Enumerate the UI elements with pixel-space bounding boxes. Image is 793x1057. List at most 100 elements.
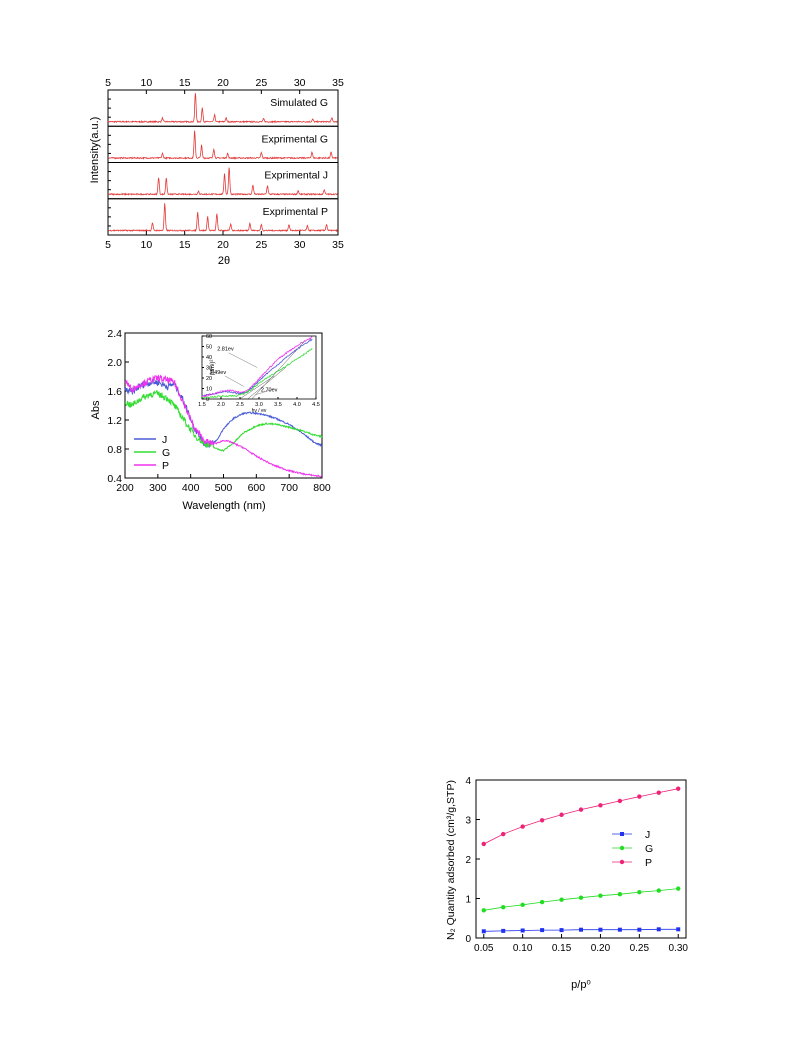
n2-point-P xyxy=(559,812,564,817)
n2-point-J xyxy=(559,928,564,933)
n2-xtick-label: 0.25 xyxy=(630,943,650,954)
n2-point-J xyxy=(656,927,661,932)
inset-ytick-label: 30 xyxy=(206,366,212,372)
inset-annotation-pointer xyxy=(224,375,244,387)
inset-annotation: 2.49ev xyxy=(210,370,227,376)
inset-annotation: 2.70ev xyxy=(261,388,278,394)
inset-xtick-label: 3.5 xyxy=(274,402,282,408)
inset-ytick-label: 40 xyxy=(206,355,212,361)
xrd-panel-label: Exprimental G xyxy=(261,133,328,145)
n2-point-P xyxy=(676,786,681,791)
n2-point-G xyxy=(637,889,642,895)
uvvis-xtick-label: 500 xyxy=(215,482,233,494)
xrd-panel-label: Exprimental P xyxy=(263,206,328,218)
n2-point-G xyxy=(578,895,584,900)
xrd-xtick-label: 35 xyxy=(332,239,344,251)
xrd-chart: Simulated G Exprimental G Exprimental J Exp… xyxy=(89,77,344,267)
n2-point-P xyxy=(539,818,545,823)
n2-point-G xyxy=(520,902,525,908)
xrd-pattern-2 xyxy=(107,167,338,196)
uvvis-chart: 200 300 400 500 600 700 8000.40.81.21.62.02.4J… xyxy=(90,328,331,512)
n2-point-G xyxy=(598,893,603,898)
xrd-ylabel: Intensity(a.u.) xyxy=(89,117,101,184)
n2-point-P xyxy=(520,824,525,829)
n2-point-P xyxy=(578,807,584,812)
xrd-top-tick-label: 20 xyxy=(217,77,229,89)
uvvis-xtick-label: 600 xyxy=(248,482,266,494)
uvvis-ylabel: Abs xyxy=(90,400,102,419)
n2-ytick-label: 3 xyxy=(465,816,471,827)
inset-annotation-pointer xyxy=(228,352,258,368)
n2-ylabel: N₂ Quantity adsorbed (cm³/g,STP) xyxy=(445,780,457,940)
uvvis-ytick-label: 1.6 xyxy=(107,386,122,398)
n2-point-P xyxy=(637,794,642,799)
xrd-axes: 5 5 10 10 15 15 20 20 25 25 30 30 35 35 xyxy=(105,77,344,251)
inset-xlabel: hν / ev xyxy=(252,408,267,414)
n2-point-G xyxy=(539,899,545,905)
n2-plot-frame xyxy=(475,779,687,939)
xrd-panel-label: Simulated G xyxy=(270,97,328,109)
uvvis-xtick-label: 700 xyxy=(280,482,298,494)
xrd-xtick-label: 30 xyxy=(294,239,306,251)
inset-ytick-label: 0 xyxy=(206,397,209,403)
uvvis-xtick-label: 400 xyxy=(182,482,200,494)
uvvis-ytick-label: 1.2 xyxy=(107,415,122,427)
inset-ytick-label: 50 xyxy=(206,345,212,351)
n2-ytick-label: 1 xyxy=(465,895,471,906)
xrd-top-tick-label: 15 xyxy=(179,77,191,89)
n2-ytick-label: 4 xyxy=(465,776,471,787)
uvvis-series-J xyxy=(124,379,323,449)
inset-xtick-label: 1.5 xyxy=(198,402,206,408)
xrd-top-tick-label: 10 xyxy=(140,77,152,89)
inset-xtick-label: 3.0 xyxy=(255,402,263,408)
n2-legend-label: P xyxy=(645,857,652,869)
xrd-top-tick-label: 30 xyxy=(294,77,306,89)
uvvis-legend-label: J xyxy=(162,434,167,446)
uvvis-legend-label: G xyxy=(162,447,170,459)
n2-point-P xyxy=(481,841,486,847)
n2-point-P xyxy=(501,831,506,837)
uvvis-series-P xyxy=(124,374,323,478)
inset-xtick-label: 2.0 xyxy=(217,402,225,408)
uvvis-ytick-label: 0.4 xyxy=(107,473,122,485)
n2-point-J xyxy=(676,927,681,932)
inset-xtick-label: 4.0 xyxy=(293,402,301,408)
n2-point-G xyxy=(559,897,564,902)
uvvis-xtick-label: 800 xyxy=(313,482,331,494)
n2-point-J xyxy=(637,927,642,932)
xrd-top-tick-label: 5 xyxy=(105,77,111,89)
n2-legend-label: J xyxy=(645,829,650,841)
inset-xtick-label: 4.5 xyxy=(312,402,320,408)
n2-xtick-label: 0.05 xyxy=(474,943,494,954)
xrd-top-tick-label: 25 xyxy=(255,77,267,89)
n2-point-P xyxy=(656,790,661,795)
n2-legend-label: G xyxy=(645,843,653,855)
n2-point-J xyxy=(481,929,486,934)
xrd-panels: Simulated G Exprimental G Exprimental J Exp… xyxy=(107,89,339,236)
n2-legend-marker xyxy=(619,859,625,865)
xrd-top-tick-label: 35 xyxy=(332,77,344,89)
uvvis-xlabel: Wavelength (nm) xyxy=(182,500,265,512)
inset-ytick-label: 60 xyxy=(206,334,212,340)
n2-xtick-label: 0.10 xyxy=(513,943,533,954)
xrd-xtick-label: 20 xyxy=(217,239,229,251)
n2-point-J xyxy=(617,927,622,932)
uvvis-ytick-label: 2.0 xyxy=(107,357,122,369)
xrd-xtick-label: 10 xyxy=(140,239,152,251)
n2-point-J xyxy=(501,928,506,933)
uvvis-xtick-label: 200 xyxy=(116,482,134,494)
n2-adsorption-chart: 0.05 0.10 0.15 0.20 0.25 0.30 0 1 2 3 4 JGP p/p⁰ N₂… xyxy=(445,776,688,991)
n2-point-J xyxy=(520,928,525,933)
n2-ytick-label: 0 xyxy=(465,934,471,945)
n2-point-P xyxy=(617,798,623,804)
xrd-xtick-label: 25 xyxy=(255,239,267,251)
n2-ytick-label: 2 xyxy=(465,855,471,866)
uvvis-ytick-label: 2.4 xyxy=(107,328,122,340)
inset-xtick-label: 2.5 xyxy=(236,402,244,408)
n2-legend-marker xyxy=(620,832,624,836)
uvvis-content: 200 300 400 500 600 700 8000.40.81.21.62.02.4J… xyxy=(107,328,331,494)
inset-ytick-label: 10 xyxy=(206,387,212,393)
n2-point-G xyxy=(481,908,486,913)
inset-annotation: 2.81ev xyxy=(217,347,234,353)
n2-xtick-label: 0.20 xyxy=(591,943,611,954)
